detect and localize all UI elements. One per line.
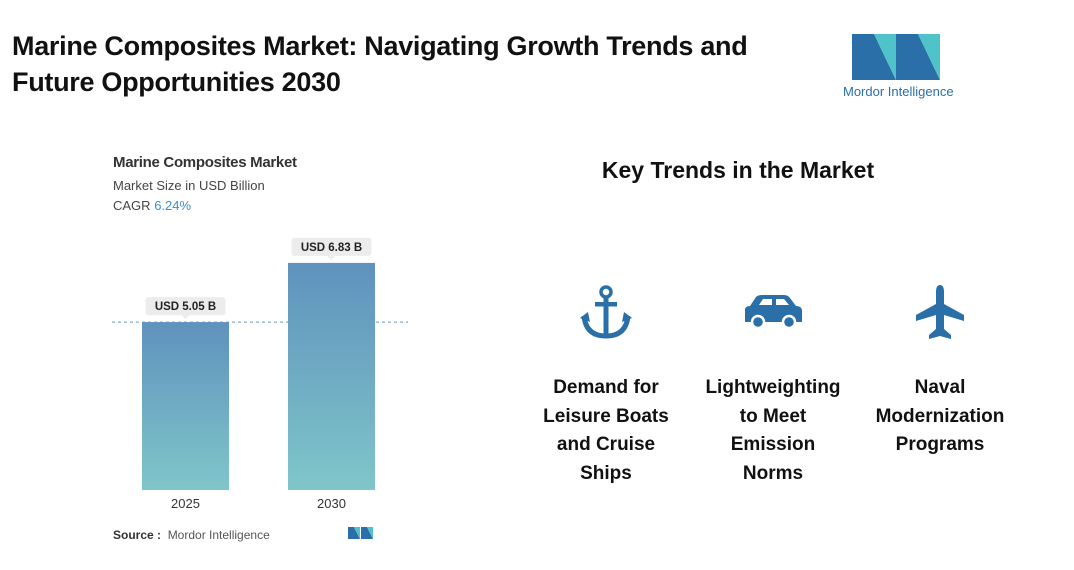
value-label: USD 5.05 B bbox=[155, 301, 216, 313]
logo-text: Mordor Intelligence bbox=[843, 84, 954, 99]
x-tick-label: 2025 bbox=[171, 496, 200, 511]
car-icon bbox=[745, 295, 802, 330]
cagr: CAGR 6.24% bbox=[113, 198, 191, 213]
x-tick-label: 2030 bbox=[317, 496, 346, 511]
value-label-bg bbox=[145, 297, 226, 316]
cagr-value: 6.24% bbox=[154, 198, 192, 213]
page-title: Marine Composites Market: Navigating Gro… bbox=[12, 31, 748, 97]
trend-label: Lightweighting to Meet Emission Norms bbox=[705, 377, 841, 484]
logo-mark bbox=[852, 34, 940, 80]
source-label: Source : bbox=[113, 528, 162, 542]
source: Source : Mordor Intelligence bbox=[113, 528, 270, 542]
bar bbox=[288, 262, 375, 490]
value-label: USD 6.83 B bbox=[301, 242, 362, 254]
source-text: Mordor Intelligence bbox=[167, 528, 270, 542]
plane-icon bbox=[916, 285, 964, 339]
anchor-icon bbox=[580, 285, 632, 339]
bar bbox=[142, 322, 229, 490]
source-logo bbox=[348, 527, 373, 539]
value-label-bg bbox=[291, 237, 372, 256]
cagr-label: CAGR bbox=[113, 198, 151, 213]
trend-label: Naval Modernization Programs bbox=[875, 377, 1005, 455]
value-label-pointer bbox=[327, 255, 336, 260]
value-label-pointer bbox=[181, 315, 190, 320]
chart-subtitle: Market Size in USD Billion bbox=[113, 178, 265, 193]
chart: USD 5.05 B 2025 USD 6.83 B 2030 bbox=[112, 237, 408, 511]
trends-title: Key Trends in the Market bbox=[601, 157, 875, 183]
chart-title: Marine Composites Market bbox=[113, 154, 297, 171]
trend-label: Demand for Leisure Boats and Cruise Ship… bbox=[543, 377, 669, 484]
